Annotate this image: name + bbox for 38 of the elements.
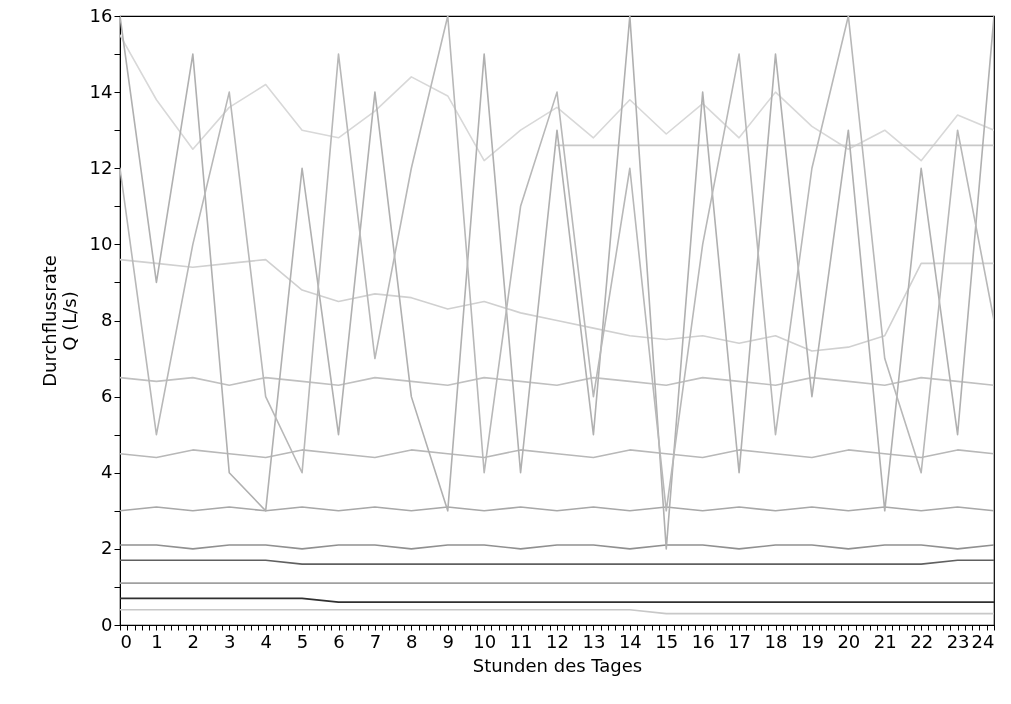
x-tick-label: 7	[369, 630, 382, 652]
x-tick-label: 13	[582, 630, 606, 652]
x-tick-label: 19	[800, 630, 824, 652]
y-tick-label: 4	[101, 461, 113, 483]
x-tick-label: 8	[406, 630, 418, 652]
x-tick-label: 18	[764, 630, 788, 652]
x-tick-label: 16	[691, 630, 715, 652]
x-tick-label: 15	[655, 630, 679, 652]
line-series	[120, 258, 994, 352]
x-axis-title: Stunden des Tages	[472, 654, 643, 676]
x-tick-label: 1	[151, 630, 163, 652]
y-tick-label: 16	[89, 4, 113, 26]
x-tick-label: 9	[442, 630, 454, 652]
x-tick-label: 21	[873, 630, 897, 652]
y-tick-label: 10	[89, 232, 113, 254]
y-tick-label: 12	[89, 156, 113, 178]
x-tick-label: 10	[473, 630, 497, 652]
x-tick-label: 4	[260, 630, 272, 652]
x-tick-label: 17	[728, 630, 752, 652]
x-tick-label: 12	[546, 630, 569, 652]
line-series	[120, 34, 994, 162]
x-tick-label: 3	[224, 630, 236, 652]
y-tick-label: 8	[101, 309, 113, 330]
x-tick-label: 20	[837, 630, 861, 652]
y-tick-label: 14	[89, 80, 113, 102]
x-tick-label: 11	[509, 630, 533, 652]
x-tick-label: 2	[187, 630, 200, 652]
y-axis-title: Durchflussrate Q (L/s)	[38, 255, 80, 387]
x-tick-label: 6	[333, 630, 345, 652]
x-tick-label: 14	[618, 630, 642, 652]
y-tick-label: 0	[101, 613, 113, 635]
y-tick-label: 6	[101, 385, 113, 407]
y-tick-label: 2	[101, 537, 113, 559]
x-tick-label: 0	[120, 630, 132, 652]
x-tick-label: 23	[946, 630, 970, 652]
x-tick-label: 5	[296, 630, 309, 652]
x-tick-label: 24	[971, 630, 995, 652]
x-tick-label: 22	[910, 630, 934, 652]
